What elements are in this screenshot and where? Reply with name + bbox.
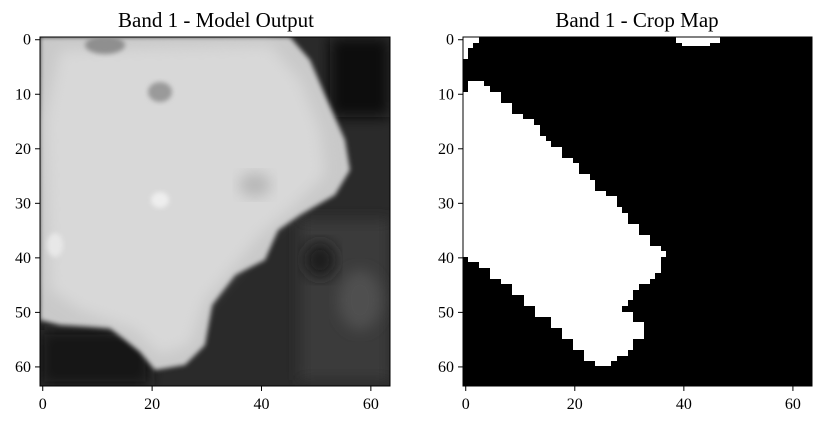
y-tick-label: 40 (15, 250, 31, 267)
y-tick-label: 20 (438, 141, 454, 158)
panel-crop-map: Band 1 - Crop Map 0 20 40 60 0 10 20 30 40 50 60 (438, 8, 813, 413)
y-tick-label: 10 (15, 86, 31, 103)
y-tick-label: 50 (438, 304, 454, 321)
y-tick-label: 30 (15, 195, 31, 212)
y-tick-label: 20 (15, 141, 31, 158)
ticks-left: 0 20 40 60 0 10 20 30 40 50 60 (15, 32, 379, 413)
x-tick-label: 0 (462, 396, 470, 413)
y-tick-label: 30 (438, 195, 454, 212)
x-tick-label: 0 (39, 396, 47, 413)
x-tick-label: 60 (785, 396, 801, 413)
x-tick-label: 60 (363, 396, 379, 413)
y-tick-label: 0 (446, 32, 454, 49)
y-tick-label: 60 (438, 359, 454, 376)
x-tick-label: 40 (676, 396, 692, 413)
x-tick-label: 40 (253, 396, 269, 413)
title-model-output: Band 1 - Model Output (118, 8, 314, 32)
heatmap-crop-map (463, 37, 812, 386)
axes-frame-left (39, 36, 391, 387)
axes-frame-right (462, 36, 813, 387)
ticks-right: 0 20 40 60 0 10 20 30 40 50 60 (438, 32, 801, 413)
title-crop-map: Band 1 - Crop Map (555, 8, 718, 32)
panel-model-output: Band 1 - Model Output 0 20 40 60 0 10 20 30 40 50… (15, 8, 391, 413)
heatmap-model-output (40, 37, 390, 386)
y-tick-label: 60 (15, 359, 31, 376)
y-tick-label: 10 (438, 86, 454, 103)
y-tick-label: 50 (15, 304, 31, 321)
y-tick-label: 40 (438, 250, 454, 267)
x-tick-label: 20 (144, 396, 160, 413)
x-tick-label: 20 (567, 396, 583, 413)
y-tick-label: 0 (23, 32, 31, 49)
